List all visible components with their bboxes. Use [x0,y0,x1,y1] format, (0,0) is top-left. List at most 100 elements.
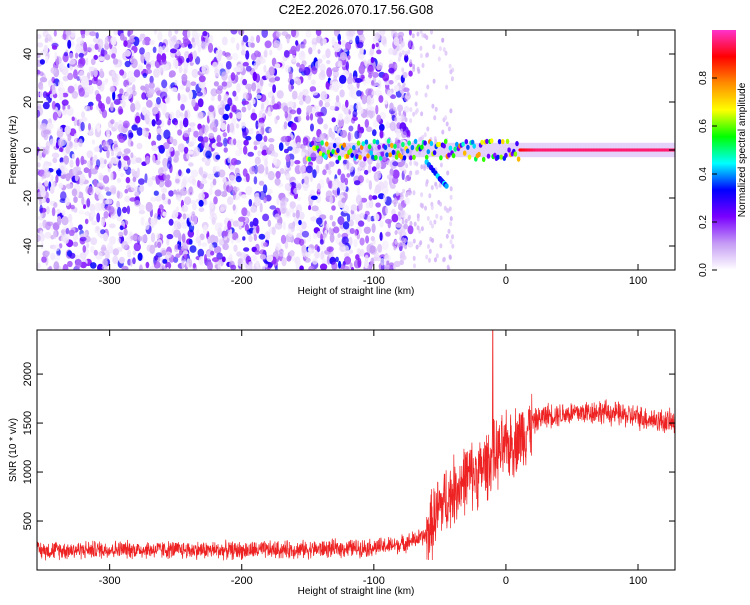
noise-cell [180,103,185,111]
noise-cell [88,185,93,193]
noise-cell [385,206,389,215]
noise-cell [172,39,180,50]
signal-cell [499,154,504,160]
noise-cell [80,261,87,269]
noise-cell [141,106,147,116]
noise-cell [278,251,285,257]
noise-cell [311,90,318,96]
noise-cell [341,39,346,47]
noise-cell [412,255,416,261]
noise-cell [276,197,280,206]
noise-cell [264,40,272,49]
noise-cell [69,252,76,259]
noise-cell [248,128,254,135]
noise-cell [345,99,349,108]
noise-cell [201,242,208,247]
noise-cell [244,223,250,232]
branch-cell [444,183,449,189]
noise-cell [335,256,339,263]
noise-cell [394,63,398,69]
noise-cell [192,50,197,60]
noise-cell [178,65,183,74]
noise-cell [157,31,163,41]
noise-cell [322,169,327,176]
noise-cell [228,180,232,187]
x-tick-label: -100 [363,275,385,287]
noise-cell [408,30,412,36]
noise-cell [98,56,105,61]
x-tick-label: -100 [363,575,385,587]
noise-cell [110,157,117,164]
noise-cell [62,235,69,244]
noise-cell [342,182,347,191]
noise-cell [51,82,57,92]
noise-cell [182,38,190,46]
noise-cell [383,180,388,189]
noise-cell [227,220,232,231]
noise-cell [389,102,394,111]
noise-cell [380,35,387,45]
noise-cell [82,232,88,237]
noise-cell [37,42,44,48]
noise-cell [384,254,391,262]
noise-cell [178,169,182,177]
noise-cell [173,119,179,126]
noise-cell [406,91,410,97]
noise-cell [331,180,338,191]
noise-cell [255,94,262,100]
noise-cell [343,256,352,265]
noise-cell [338,260,342,269]
signal-cell [507,147,511,153]
noise-cell [325,163,329,170]
noise-cell [142,72,147,79]
noise-cell [80,155,85,166]
noise-cell [174,59,179,70]
noise-cell [399,196,403,202]
noise-cell [397,211,401,217]
noise-cell [75,157,80,167]
noise-cell [430,30,433,35]
noise-cell [388,80,394,85]
noise-cell [355,194,362,205]
noise-cell [151,175,157,181]
colorbar-tick-label: 0.4 [698,167,709,181]
noise-cell [152,154,156,165]
noise-cell [329,84,335,91]
noise-cell [197,111,206,119]
signal-cell [496,154,500,160]
noise-cell [119,225,124,231]
noise-cell [127,249,132,258]
noise-cell [394,116,398,122]
noise-cell [100,229,106,235]
noise-cell [363,260,369,269]
noise-cell [51,45,58,50]
noise-cell [401,237,405,243]
noise-cell [401,250,406,259]
noise-cell [129,197,137,202]
noise-cell [385,218,392,224]
noise-cell [119,172,125,178]
noise-cell [418,228,422,234]
noise-cell [167,198,171,205]
noise-cell [250,42,255,48]
noise-cell [240,49,246,56]
noise-cell [238,30,245,36]
noise-cell [61,209,66,216]
noise-cell [371,43,376,50]
signal-cell [405,148,410,154]
noise-cell [188,122,196,127]
noise-cell [449,194,453,200]
noise-cell [46,221,54,227]
noise-cell [426,216,430,221]
noise-cell [379,220,384,228]
noise-cell [248,234,253,243]
signal-cell [412,154,416,160]
noise-cell [345,31,349,37]
noise-cell [109,236,116,245]
noise-cell [298,91,304,101]
noise-cell [117,151,123,157]
colorbar: 0.0 0.2 0.4 0.6 0.8 Normalized spectral ampli… [698,30,748,277]
noise-cell [379,231,383,241]
noise-cell [359,212,366,219]
